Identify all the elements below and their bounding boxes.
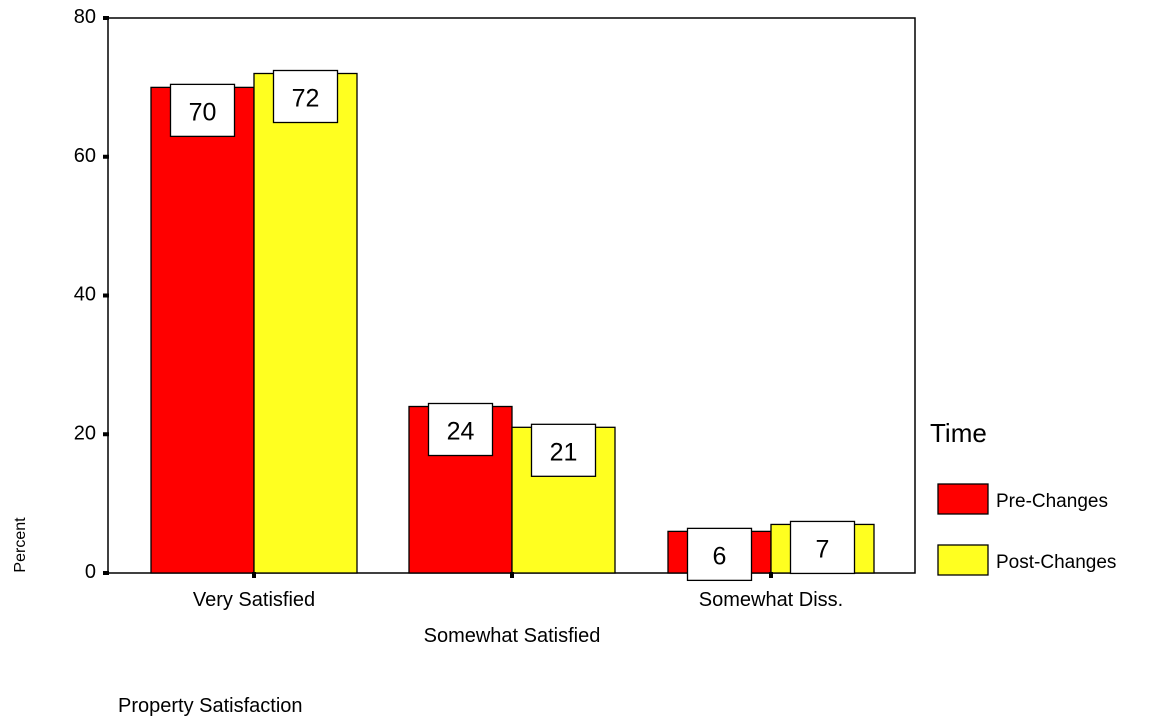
- data-label: 7: [816, 535, 830, 563]
- y-tick-mark: [103, 571, 109, 575]
- y-tick-label: 0: [85, 561, 96, 583]
- y-tick-mark: [103, 154, 109, 159]
- y-tick-label: 20: [74, 422, 96, 444]
- data-label: 21: [550, 438, 578, 466]
- data-label-box: [530, 423, 597, 477]
- legend-label: Post-Changes: [996, 552, 1116, 573]
- data-label-box: [272, 69, 339, 124]
- y-tick-label: 60: [74, 145, 96, 167]
- y-tick-mark: [103, 432, 109, 437]
- legend-title: Time: [930, 418, 987, 448]
- y-tick-mark: [103, 16, 109, 20]
- y-tick-mark: [103, 293, 109, 298]
- x-tick-mark: [252, 572, 256, 578]
- data-label-box: [427, 402, 494, 457]
- legend-swatch: [937, 483, 989, 515]
- x-tick-label: Very Satisfied: [193, 589, 315, 611]
- legend-label: Pre-Changes: [996, 491, 1108, 512]
- legend: Time Pre-Changes Post-Changes: [930, 418, 1116, 576]
- bar-pre-0: [150, 86, 255, 574]
- data-label-box: [686, 527, 753, 582]
- data-label: 70: [189, 98, 217, 126]
- x-tick-label: Somewhat Diss.: [699, 589, 844, 611]
- y-axis-title: Percent: [12, 517, 29, 573]
- x-tick-mark: [769, 572, 773, 578]
- y-tick-label: 80: [74, 6, 96, 28]
- data-label: 6: [713, 542, 727, 570]
- data-label-box: [169, 83, 236, 138]
- y-tick-label: 40: [74, 284, 96, 306]
- legend-swatch: [937, 544, 989, 576]
- x-axis-title: Property Satisfaction: [118, 695, 303, 717]
- data-label: 72: [292, 85, 320, 113]
- x-tick-mark: [510, 572, 514, 578]
- bar-post-0: [253, 72, 358, 574]
- x-tick-label: Somewhat Satisfied: [424, 625, 601, 647]
- data-label-box: [789, 520, 856, 575]
- data-label: 24: [447, 418, 475, 446]
